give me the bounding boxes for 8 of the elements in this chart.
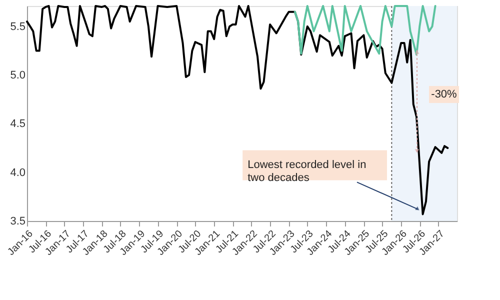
y-tick-label: 5.0 [10, 70, 26, 82]
annotation: -30% [431, 88, 458, 100]
y-tick-label: 4.0 [10, 166, 26, 179]
line-series [294, 5, 436, 56]
y-tick-label: 3.5 [10, 216, 26, 228]
y-tick-label: 5.5 [10, 20, 26, 33]
annotation: Lowest recorded level in two decades [248, 159, 366, 184]
y-tick-label: 4.5 [10, 118, 26, 130]
